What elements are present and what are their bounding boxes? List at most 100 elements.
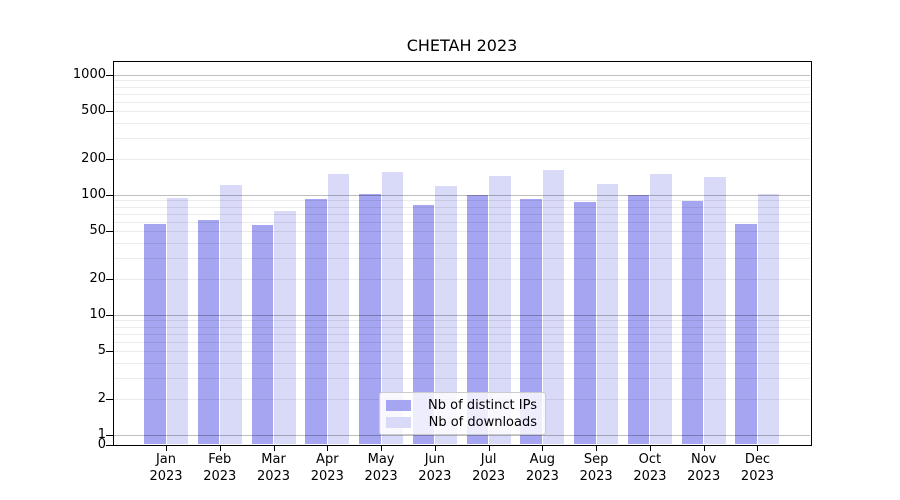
y-axis-tick-label-20: 20: [89, 270, 106, 286]
bar-downloads-mar-2023: [274, 211, 296, 444]
bar-distinct-ips-may-2023: [359, 193, 381, 444]
chart-title: CHETAH 2023: [406, 36, 518, 55]
x-axis-tick-label-6: Jul 2023: [472, 452, 506, 484]
bar-distinct-ips-aug-2023: [520, 199, 542, 444]
y-axis-tick-label-1: 1: [97, 427, 106, 442]
x-axis-tick-label-4: May 2023: [364, 452, 398, 484]
y-axis-tick-label-2: 2: [97, 390, 106, 406]
gridline-minor-400: [114, 122, 810, 124]
x-axis-tick-label-3: Apr 2023: [310, 452, 344, 484]
bar-distinct-ips-jun-2023: [412, 205, 435, 444]
legend-swatch-distinct-ips: [386, 400, 411, 411]
gridline-minor-30: [114, 257, 810, 259]
y-axis-tick-label-0: 0: [97, 437, 106, 452]
gridline-minor-90: [114, 200, 810, 202]
gridline-major-100: [114, 195, 810, 196]
legend-swatch-downloads: [386, 417, 411, 428]
x-axis-tick-6: [488, 445, 490, 451]
bar-downloads-oct-2023: [650, 173, 672, 444]
y-axis-tick-label-50: 50: [89, 223, 106, 239]
x-axis-tick-11: [757, 445, 759, 451]
x-axis-tick-label-11: Dec 2023: [740, 452, 775, 484]
x-axis-tick-2: [273, 445, 275, 451]
gridline-major-10: [114, 315, 810, 316]
gridline-minor-5: [114, 351, 810, 353]
y-axis-tick-500: [106, 111, 113, 113]
gridline-minor-6: [114, 341, 810, 343]
y-axis-tick-label-5: 5: [97, 343, 106, 359]
bar-downloads-feb-2023: [220, 185, 242, 444]
y-axis-tick-label-10: 10: [89, 307, 106, 322]
legend-item-distinct-ips: Nb of distinct IPs: [386, 397, 537, 414]
bar-distinct-ips-sep-2023: [574, 201, 596, 444]
bar-downloads-nov-2023: [704, 177, 726, 444]
x-axis-tick-4: [381, 445, 383, 451]
y-axis-tick-100: [106, 195, 113, 196]
x-axis-tick-0: [166, 445, 167, 451]
bar-downloads-aug-2023: [542, 169, 565, 444]
legend-label-downloads: Nb of downloads: [428, 415, 537, 430]
gridline-minor-600: [114, 101, 810, 103]
bar-downloads-jan-2023: [166, 197, 188, 444]
y-axis-tick-5: [106, 351, 113, 353]
bar-downloads-dec-2023: [757, 193, 780, 444]
gridline-minor-800: [114, 86, 810, 88]
y-axis-tick-20: [106, 278, 113, 280]
bar-downloads-jul-2023: [489, 175, 511, 444]
x-axis-tick-10: [703, 445, 705, 451]
bar-downloads-jun-2023: [435, 186, 457, 444]
gridline-minor-60: [114, 221, 810, 223]
bar-distinct-ips-apr-2023: [305, 199, 327, 444]
gridline-minor-200: [114, 158, 810, 160]
bar-downloads-may-2023: [381, 171, 404, 444]
x-axis-tick-label-5: Jun 2023: [418, 452, 452, 484]
y-axis-tick-50: [106, 231, 113, 233]
x-axis-tick-label-8: Sep 2023: [579, 452, 613, 484]
legend: Nb of distinct IPs Nb of downloads: [379, 392, 546, 435]
x-axis-tick-label-7: Aug 2023: [525, 452, 559, 484]
gridline-minor-80: [114, 206, 810, 208]
bar-distinct-ips-jan-2023: [144, 224, 166, 444]
y-axis-tick-200: [106, 158, 113, 160]
y-axis-tick-label-1000: 1000: [72, 67, 106, 82]
x-axis-tick-9: [649, 445, 651, 451]
bar-distinct-ips-nov-2023: [681, 201, 704, 444]
y-axis-tick-label-500: 500: [81, 103, 106, 119]
bar-distinct-ips-mar-2023: [251, 225, 274, 444]
gridline-minor-4: [114, 362, 810, 364]
y-axis-tick-label-200: 200: [81, 150, 106, 166]
x-axis-tick-8: [596, 445, 598, 451]
x-axis-tick-label-0: Jan 2023: [149, 452, 183, 484]
x-axis-tick-7: [542, 445, 544, 451]
y-axis-tick-1: [106, 435, 113, 436]
bar-downloads-apr-2023: [327, 174, 350, 444]
bar-distinct-ips-feb-2023: [197, 219, 220, 444]
y-axis-tick-10: [106, 315, 113, 316]
gridline-minor-3: [114, 377, 810, 379]
gridline-minor-40: [114, 242, 810, 244]
gridline-minor-70: [114, 213, 810, 215]
gridline-minor-7: [114, 333, 810, 335]
bar-distinct-ips-jul-2023: [466, 195, 489, 444]
x-axis-tick-label-10: Nov 2023: [687, 452, 721, 484]
bar-distinct-ips-oct-2023: [627, 195, 650, 444]
gridline-major-1000: [114, 75, 810, 76]
x-axis-tick-label-2: Mar 2023: [256, 452, 291, 484]
gridline-minor-50: [114, 231, 810, 233]
bar-distinct-ips-dec-2023: [735, 224, 757, 444]
y-axis-tick-2: [106, 398, 113, 400]
gridline-minor-700: [114, 93, 810, 95]
legend-item-downloads: Nb of downloads: [386, 414, 537, 431]
gridline-minor-500: [114, 111, 810, 113]
x-axis-tick-3: [327, 445, 329, 451]
y-axis-tick-1000: [106, 75, 113, 76]
gridline-minor-900: [114, 80, 810, 82]
x-axis-tick-5: [434, 445, 436, 451]
bar-downloads-sep-2023: [596, 183, 619, 444]
gridline-minor-8: [114, 326, 810, 328]
gridline-minor-300: [114, 137, 810, 139]
gridline-minor-20: [114, 278, 810, 280]
x-axis-tick-label-1: Feb 2023: [203, 452, 237, 484]
x-axis-tick-1: [219, 445, 221, 451]
